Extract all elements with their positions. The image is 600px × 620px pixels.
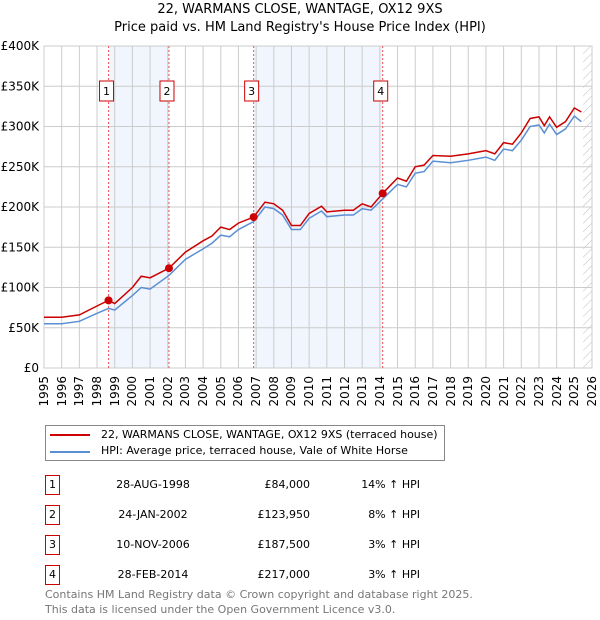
x-tick-label: 2004	[196, 376, 211, 407]
sale-date: 28-AUG-1998	[116, 478, 190, 491]
y-tick-label: £400K	[1, 39, 41, 53]
y-tick-label: £250K	[1, 160, 41, 174]
x-tick-label: 2022	[514, 376, 529, 407]
sale-number: 2	[45, 505, 60, 525]
legend-swatch-hpi	[50, 451, 90, 453]
x-tick-label: 2023	[531, 376, 546, 407]
x-tick-label: 2007	[249, 376, 264, 407]
x-tick-label: 2003	[178, 376, 193, 407]
x-tick-label: 2019	[461, 376, 476, 407]
sale-label: 1	[103, 85, 110, 98]
x-tick-label: 2020	[478, 376, 493, 407]
sale-hpi-diff: 3% ↑ HPI	[368, 568, 420, 581]
sale-label-box	[373, 80, 389, 102]
sale-price: £123,950	[257, 508, 311, 521]
x-tick-label: 1998	[90, 376, 105, 407]
sale-price: £217,000	[257, 568, 311, 581]
sale-label: 2	[163, 85, 170, 98]
chart-subtitle: Price paid vs. HM Land Registry's House …	[114, 20, 486, 35]
x-tick-label: 1996	[54, 376, 69, 407]
sale-point	[249, 213, 258, 222]
sale-label: 3	[248, 85, 255, 98]
footer-licence: This data is licensed under the Open Gov…	[45, 603, 396, 616]
x-tick-label: 1999	[107, 376, 122, 407]
sale-date: 10-NOV-2006	[116, 538, 190, 551]
footer-copyright: Contains HM Land Registry data © Crown c…	[45, 588, 473, 601]
sale-price: £187,500	[257, 538, 311, 551]
x-tick-label: 2014	[372, 376, 387, 407]
x-tick-label: 2026	[585, 376, 599, 407]
legend: 22, WARMANS CLOSE, WANTAGE, OX12 9XS (te…	[45, 425, 445, 461]
series-line	[44, 106, 582, 319]
x-tick-label: 2018	[443, 376, 458, 407]
sale-row: 1 28-AUG-1998 £84,000 14% ↑ HPI	[45, 475, 445, 495]
y-tick-label: £150K	[1, 240, 41, 254]
x-tick-label: 2005	[213, 376, 228, 407]
sale-point	[104, 296, 113, 305]
sale-label: 4	[377, 85, 384, 98]
chart-title: 22, WARMANS CLOSE, WANTAGE, OX12 9XS	[157, 2, 443, 17]
x-tick-label: 2002	[160, 376, 175, 407]
sale-point	[164, 264, 173, 273]
y-tick-label: £200K	[1, 200, 41, 214]
x-tick-label: 2009	[284, 376, 299, 407]
x-tick-label: 2008	[266, 376, 281, 407]
x-tick-label: 2025	[567, 376, 582, 407]
legend-property: 22, WARMANS CLOSE, WANTAGE, OX12 9XS (te…	[101, 428, 438, 441]
y-tick-label: £0	[24, 361, 39, 372]
x-tick-label: 2016	[408, 376, 423, 407]
sale-number: 1	[45, 475, 60, 495]
y-tick-label: £350K	[1, 79, 41, 93]
x-tick-label: 2000	[125, 376, 140, 407]
sale-hpi-diff: 14% ↑ HPI	[361, 478, 420, 491]
sale-label-box	[99, 80, 115, 102]
x-tick-label: 2013	[355, 376, 370, 407]
x-tick-label: 2010	[302, 376, 317, 407]
x-tick-label: 2011	[319, 376, 334, 407]
sale-hpi-diff: 3% ↑ HPI	[368, 538, 420, 551]
legend-swatch-property	[50, 434, 90, 436]
sale-hpi-diff: 8% ↑ HPI	[368, 508, 420, 521]
y-tick-label: £50K	[8, 321, 40, 335]
sale-number: 3	[45, 535, 60, 555]
legend-hpi: HPI: Average price, terraced house, Vale…	[101, 444, 408, 457]
x-tick-label: 2017	[425, 376, 440, 407]
y-tick-label: £100K	[1, 281, 41, 295]
sale-point	[378, 189, 387, 198]
plot-border	[43, 45, 593, 369]
price-chart: £0 £50K £100K £150K £200K £250K £300K £350K £400…	[1, 39, 593, 372]
y-tick-label: £300K	[1, 120, 41, 134]
sale-row: 3 10-NOV-2006 £187,500 3% ↑ HPI	[45, 535, 445, 555]
series-line	[44, 114, 582, 325]
sale-date: 24-JAN-2002	[118, 508, 188, 521]
sale-label-box	[244, 80, 260, 102]
x-tick-label: 2015	[390, 376, 405, 407]
x-tick-label: 1995	[37, 376, 51, 407]
sale-number: 4	[45, 565, 60, 585]
x-tick-label: 2021	[496, 376, 511, 407]
x-tick-label: 1997	[72, 376, 87, 407]
sale-date: 28-FEB-2014	[117, 568, 189, 581]
sale-price: £84,000	[264, 478, 311, 491]
sale-label-box	[159, 80, 175, 102]
x-tick-label: 2024	[549, 376, 564, 407]
sale-row: 2 24-JAN-2002 £123,950 8% ↑ HPI	[45, 505, 445, 525]
x-tick-label: 2006	[231, 376, 246, 407]
x-tick-label: 2001	[143, 376, 158, 407]
x-tick-label: 2012	[337, 376, 352, 407]
sale-row: 4 28-FEB-2014 £217,000 3% ↑ HPI	[45, 565, 445, 585]
